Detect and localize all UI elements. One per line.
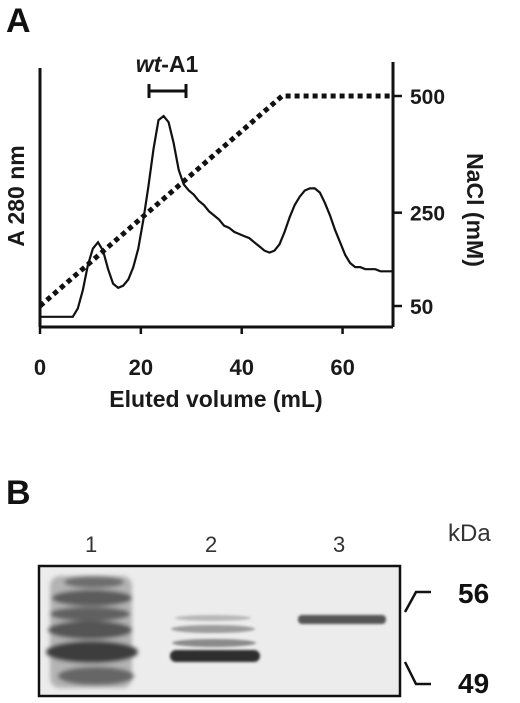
lane-label-1: 1 [85,532,98,557]
peak-bracket [147,84,188,98]
absorbance-trace [40,114,393,318]
y2-tick-label-250: 250 [410,203,445,226]
y-axis-label: A 280 nm [3,145,29,246]
x-axis-label: Eluted volume (mL) [109,386,322,412]
marker-line-56 [403,590,431,613]
nacl-gradient-line [38,93,393,308]
peak-label: wt-A1 [136,51,199,77]
y2-tick-label-500: 500 [410,86,445,109]
y2-ticks: 50 250 500 [393,86,445,319]
lane-label-3: 3 [333,532,346,557]
x-tick-label-60: 60 [330,355,354,380]
y2-axis-label: NaCl (mM) [462,153,488,267]
marker-49-kda: 49 [458,668,490,699]
x-tick-label-40: 40 [229,355,253,380]
x-tick-label-20: 20 [129,355,153,380]
panel-a-label: A [6,2,31,40]
x-ticks: 0 20 40 60 [34,327,355,380]
marker-line-49 [403,661,431,686]
kda-unit-label: kDa [448,520,491,547]
y2-tick-label-50: 50 [410,296,433,319]
marker-56-kda: 56 [458,578,490,609]
panel-b-label: B [6,474,31,512]
blot-frame [37,564,402,698]
elution-chart: 0 20 40 60 50 250 500 wt-A1 Eluted volume (mL… [3,51,488,412]
lane-2-bands [170,615,260,662]
lane-label-2: 2 [205,532,218,557]
x-tick-label-0: 0 [34,355,46,380]
lane-3-band [298,615,386,624]
lane-1-bands [46,576,138,688]
